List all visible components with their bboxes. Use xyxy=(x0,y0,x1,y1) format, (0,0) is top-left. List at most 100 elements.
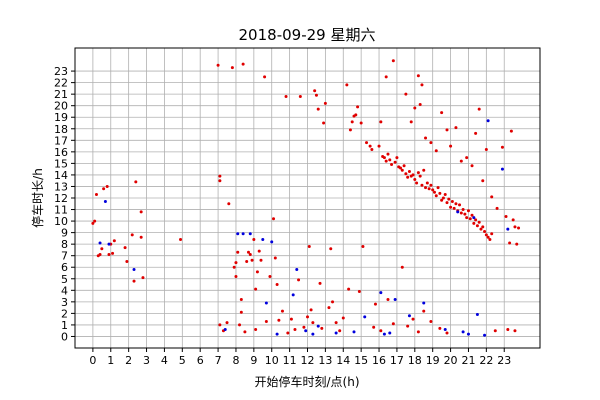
data-point-blue xyxy=(388,331,392,335)
data-point-red xyxy=(382,156,386,160)
data-point-red xyxy=(404,172,408,176)
x-tick-label: 17 xyxy=(390,354,404,367)
data-point-blue xyxy=(500,167,504,171)
y-tick-label: 3 xyxy=(61,296,68,309)
data-point-red xyxy=(441,196,445,200)
data-point-red xyxy=(227,202,231,206)
data-point-blue xyxy=(275,332,279,336)
data-point-blue xyxy=(506,227,510,231)
data-point-red xyxy=(277,318,281,322)
data-point-red xyxy=(483,229,487,233)
data-point-blue xyxy=(352,330,356,334)
data-point-red xyxy=(307,244,311,248)
x-axis: 0 1 2 3 4 5 6 7 8 9 10 11 12 13 14 15 16 17 18 19 20 21 22 23 xyxy=(89,348,511,367)
data-point-blue xyxy=(393,298,397,302)
y-tick-label: 20 xyxy=(54,100,68,113)
data-point-red xyxy=(459,211,463,215)
y-tick-label: 21 xyxy=(54,88,68,101)
data-point-red xyxy=(329,247,333,251)
x-tick-label: 15 xyxy=(354,354,368,367)
y-tick-label: 14 xyxy=(54,169,68,182)
data-point-red xyxy=(284,94,288,98)
data-point-red xyxy=(515,242,519,246)
x-tick-label: 12 xyxy=(301,354,315,367)
data-point-red xyxy=(311,321,315,325)
data-point-red xyxy=(384,75,388,79)
data-point-red xyxy=(141,276,145,280)
data-point-blue xyxy=(486,119,490,123)
chart-title: 2018-09-29 星期六 xyxy=(239,26,376,44)
data-point-blue xyxy=(461,330,465,334)
data-point-red xyxy=(400,168,404,172)
data-point-red xyxy=(440,111,444,115)
data-point-red xyxy=(431,188,435,192)
y-tick-label: 7 xyxy=(61,250,68,263)
data-point-blue xyxy=(248,232,252,236)
data-point-red xyxy=(302,325,306,329)
data-point-red xyxy=(500,145,504,149)
data-point-red xyxy=(409,120,413,124)
data-point-red xyxy=(429,319,433,323)
data-point-blue xyxy=(316,324,320,328)
data-point-red xyxy=(239,298,243,302)
data-point-red xyxy=(309,308,313,312)
data-point-red xyxy=(490,232,494,236)
data-point-red xyxy=(268,274,272,278)
data-point-red xyxy=(293,328,297,332)
data-point-red xyxy=(445,201,449,205)
data-point-blue xyxy=(264,301,268,305)
x-tick-label: 6 xyxy=(197,354,204,367)
data-point-red xyxy=(286,331,290,335)
data-point-red xyxy=(248,253,252,257)
data-point-red xyxy=(465,216,469,220)
data-point-blue xyxy=(236,232,240,236)
data-point-red xyxy=(440,198,444,202)
data-point-red xyxy=(234,261,238,265)
data-point-red xyxy=(257,249,261,253)
data-point-red xyxy=(379,120,383,124)
data-point-red xyxy=(370,148,374,152)
data-point-red xyxy=(449,205,453,209)
data-point-red xyxy=(218,174,222,178)
data-point-red xyxy=(513,329,517,333)
y-axis-label: 停车时长/h xyxy=(30,168,45,228)
data-point-red xyxy=(327,306,331,310)
data-point-red xyxy=(422,309,426,313)
data-point-blue xyxy=(311,332,315,336)
data-point-red xyxy=(102,187,106,191)
data-point-blue xyxy=(107,242,111,246)
data-point-red xyxy=(218,323,222,327)
data-point-red xyxy=(481,225,485,229)
data-point-red xyxy=(418,103,422,107)
data-point-red xyxy=(93,219,97,223)
data-point-red xyxy=(107,253,111,257)
data-point-red xyxy=(384,159,388,163)
data-point-red xyxy=(322,121,326,125)
data-point-red xyxy=(406,324,410,328)
data-point-red xyxy=(416,171,420,175)
data-point-red xyxy=(432,190,436,194)
data-point-red xyxy=(508,241,512,245)
data-point-red xyxy=(459,159,463,163)
data-point-red xyxy=(134,180,138,184)
data-point-red xyxy=(241,62,245,66)
data-point-red xyxy=(517,226,521,230)
data-point-red xyxy=(316,107,320,111)
data-point-blue xyxy=(291,293,295,297)
data-point-blue xyxy=(363,315,367,319)
x-tick-label: 4 xyxy=(161,354,168,367)
data-point-red xyxy=(486,235,490,239)
data-point-red xyxy=(416,330,420,334)
data-point-red xyxy=(452,206,456,210)
x-tick-label: 1 xyxy=(107,354,114,367)
data-point-red xyxy=(390,163,394,167)
data-point-red xyxy=(94,193,98,197)
data-point-red xyxy=(100,247,104,251)
y-tick-label: 1 xyxy=(61,319,68,332)
data-point-red xyxy=(438,326,442,330)
x-tick-label: 11 xyxy=(283,354,297,367)
data-point-red xyxy=(125,259,129,263)
data-point-red xyxy=(139,235,143,239)
data-point-blue xyxy=(334,331,338,335)
